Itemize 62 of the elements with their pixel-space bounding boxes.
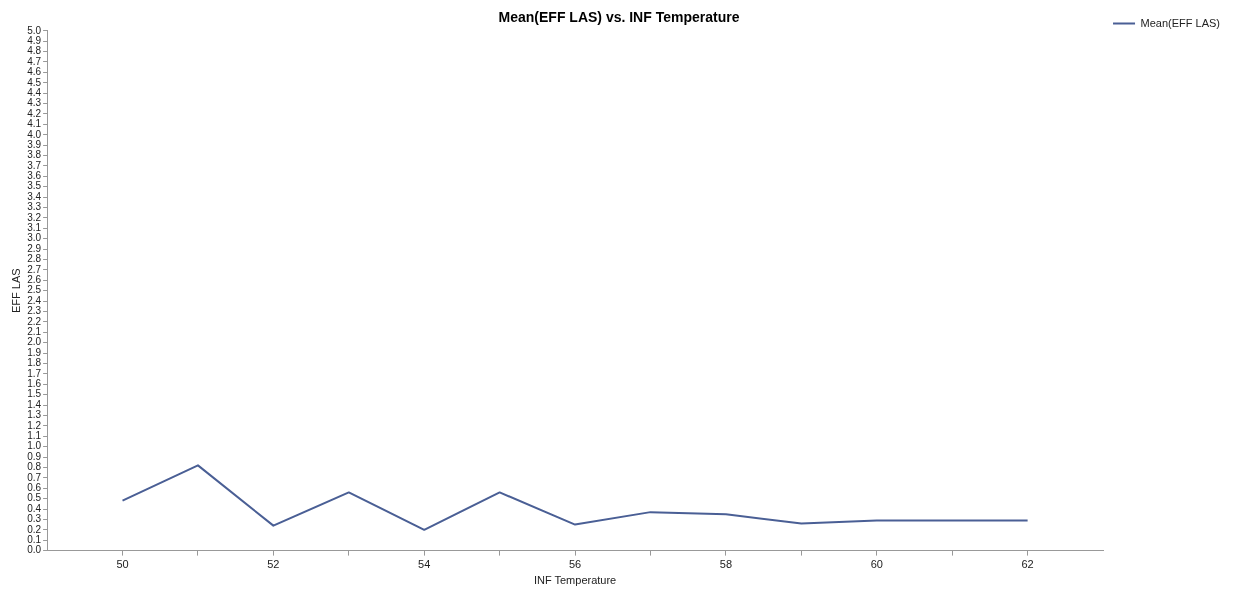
y-tick-label: 1.7	[27, 367, 42, 379]
y-tick-label: 3.0	[27, 232, 42, 244]
y-tick-label: 4.8	[27, 45, 42, 57]
y-tick-label: 3.8	[27, 149, 42, 161]
y-tick-label: 4.5	[27, 76, 42, 88]
y-tick-label: 0.2	[27, 523, 42, 535]
y-tick-label: 1.3	[27, 409, 42, 421]
y-tick-label: 0.6	[27, 481, 42, 493]
y-tick-label: 5.0	[27, 24, 42, 36]
y-tick-label: 0.8	[27, 461, 42, 473]
y-tick-label: 2.3	[27, 305, 42, 317]
x-tick-label: 54	[418, 558, 431, 571]
y-tick-label: 0.0	[27, 544, 42, 556]
y-tick-label: 3.2	[27, 211, 42, 223]
y-tick-label: 2.1	[27, 326, 42, 338]
y-tick-label: 3.7	[27, 159, 42, 171]
y-tick-label: 2.2	[27, 315, 42, 327]
x-axis-title: INF Temperature	[533, 574, 617, 587]
y-tick-label: 4.1	[27, 118, 42, 130]
y-tick-label: 4.9	[27, 34, 42, 46]
y-tick-label: 0.7	[27, 471, 42, 483]
x-tick-label: 52	[267, 558, 280, 571]
y-tick-label: 2.6	[27, 274, 42, 286]
y-tick-label: 1.2	[27, 419, 42, 431]
x-tick-label: 62	[1021, 558, 1034, 571]
y-tick-label: 3.9	[27, 138, 42, 150]
y-tick-label: 0.3	[27, 513, 42, 525]
x-tick-label: 60	[870, 558, 883, 571]
y-tick-label: 3.6	[27, 170, 42, 182]
y-tick-label: 1.6	[27, 378, 42, 390]
y-tick-label: 1.1	[27, 429, 42, 441]
y-tick-label: 3.3	[27, 201, 42, 213]
y-tick-label: 4.7	[27, 55, 42, 67]
y-tick-label: 2.4	[27, 294, 42, 306]
y-tick-label: 4.4	[27, 86, 42, 98]
y-tick-label: 0.9	[27, 450, 42, 462]
y-tick-label: 1.8	[27, 357, 42, 369]
y-tick-label: 1.5	[27, 388, 42, 400]
y-tick-label: 3.4	[27, 190, 42, 202]
y-tick-label: 1.4	[27, 398, 42, 410]
y-tick-label: 2.5	[27, 284, 42, 296]
y-tick-label: 0.4	[27, 502, 42, 514]
x-tick-label: 50	[116, 558, 129, 571]
y-tick-label: 1.0	[27, 440, 42, 452]
y-tick-label: 0.5	[27, 492, 42, 504]
y-tick-label: 0.1	[27, 533, 42, 545]
y-axis-title: EFF LAS	[9, 268, 22, 314]
legend-label: Mean(EFF LAS)	[1140, 16, 1220, 29]
y-tick-label: 2.0	[27, 336, 42, 348]
x-tick-label: 58	[719, 558, 733, 571]
y-tick-label: 4.0	[27, 128, 42, 140]
y-tick-label: 4.2	[27, 107, 42, 119]
y-tick-label: 2.8	[27, 253, 42, 265]
x-tick-label: 56	[568, 558, 582, 571]
y-tick-label: 2.9	[27, 242, 42, 254]
y-tick-label: 2.7	[27, 263, 42, 275]
y-tick-label: 4.3	[27, 97, 42, 109]
chart-title: Mean(EFF LAS) vs. INF Temperature	[498, 9, 740, 26]
y-tick-label: 3.1	[27, 222, 42, 234]
y-tick-label: 4.6	[27, 66, 42, 78]
y-tick-label: 1.9	[27, 346, 42, 358]
y-tick-label: 3.5	[27, 180, 42, 192]
